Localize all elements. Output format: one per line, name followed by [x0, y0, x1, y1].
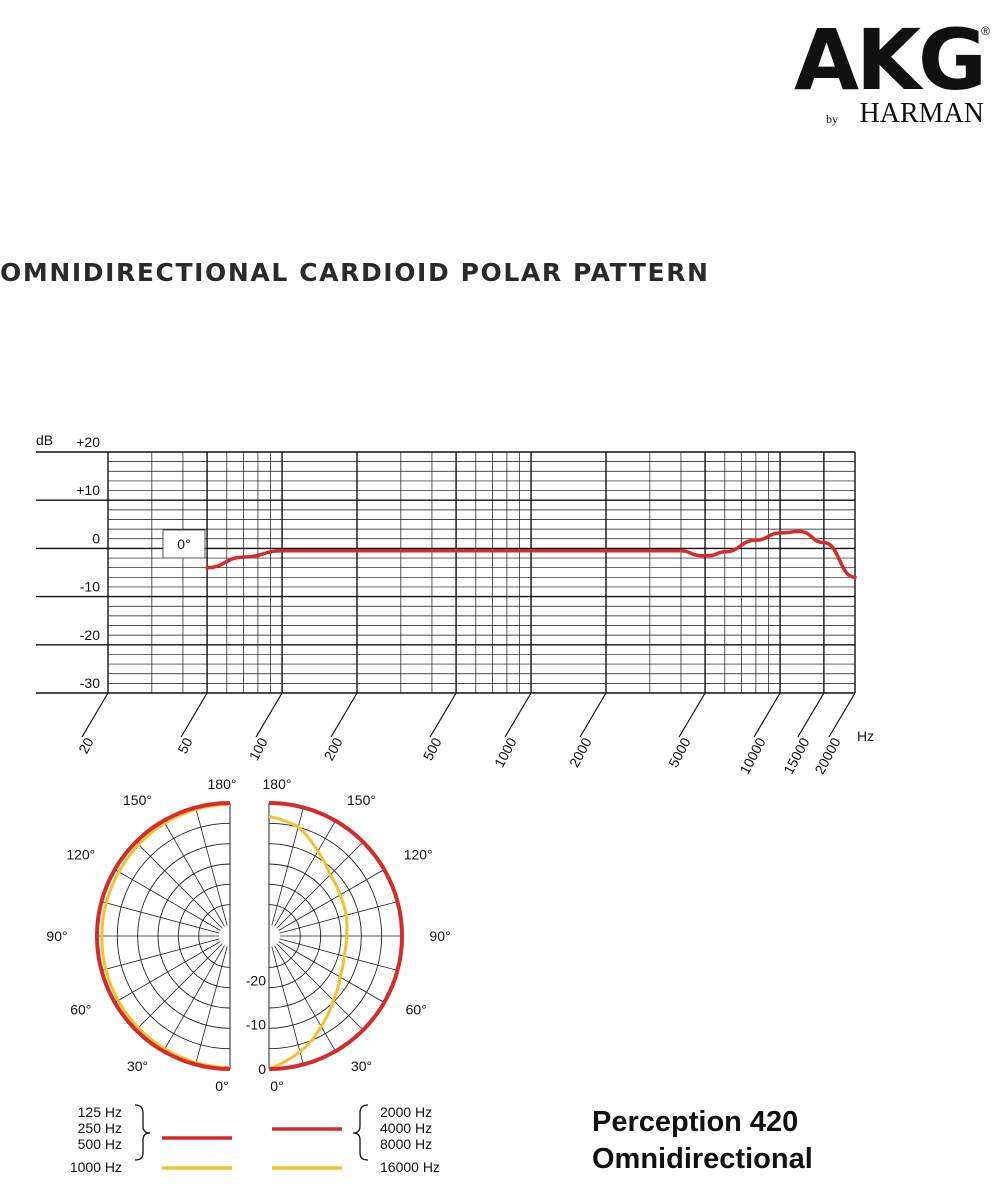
x-tick-leader — [330, 692, 358, 738]
polar-spoke — [278, 869, 385, 931]
polar-curve-right — [268, 801, 404, 1071]
x-tick-leader — [504, 692, 532, 738]
page-heading: OMNIDIRECTIONAL CARDIOID POLAR PATTERN — [0, 258, 710, 287]
x-tick-leader — [180, 692, 208, 738]
model-name: Perception 420 — [592, 1106, 799, 1138]
polar-angle-label-right: 0° — [270, 1078, 283, 1094]
polar-angle-label-left: 0° — [215, 1078, 228, 1094]
y-tick-label: +20 — [76, 434, 100, 450]
polar-angle-label-left: 150° — [123, 792, 152, 808]
polar-spoke — [135, 841, 223, 929]
polar-spoke — [274, 945, 336, 1052]
angle-annotation-label: 0° — [177, 536, 190, 552]
polar-curve-right — [268, 814, 349, 1071]
legend-label-left-single: 1000 Hz — [70, 1159, 122, 1175]
polar-angle-label-left: 120° — [66, 847, 95, 863]
x-tick-leader — [81, 692, 109, 738]
polar-angle-label-left: 30° — [127, 1058, 148, 1074]
angle-annotation-box — [162, 529, 206, 559]
legend-label-right: 4000 Hz — [380, 1120, 432, 1136]
logo-akg-wordmark: AKG — [793, 11, 987, 109]
x-tick-leader — [797, 692, 825, 738]
polar-spoke — [163, 945, 225, 1052]
legend-label-left: 250 Hz — [78, 1120, 122, 1136]
polar-spoke — [114, 941, 221, 1003]
polar-radial-label: 0 — [258, 1061, 266, 1077]
polar-spoke — [101, 901, 220, 934]
y-axis-unit-label: dB — [36, 432, 53, 448]
polar-angle-label-left: 180° — [208, 776, 237, 792]
polar-spoke — [276, 943, 364, 1031]
polar-spoke — [271, 946, 304, 1065]
y-tick-label: -20 — [80, 627, 100, 643]
polar-angle-label-right: 90° — [429, 928, 450, 944]
x-tick-leader — [828, 692, 856, 738]
legend-brace-right — [352, 1104, 369, 1161]
legend-label-left: 500 Hz — [78, 1136, 122, 1152]
x-tick-label: 20 — [75, 735, 97, 756]
akg-harman-logo: AKG ® by HARMAN — [740, 11, 990, 129]
polar-angle-label-right: 180° — [263, 776, 292, 792]
polar-spoke — [163, 820, 225, 927]
y-tick-label: 0 — [92, 530, 100, 546]
polar-spoke — [101, 938, 220, 971]
polar-radial-label: -20 — [246, 972, 266, 988]
legend-label-right: 8000 Hz — [380, 1136, 432, 1152]
polar-spoke — [276, 841, 364, 929]
polar-angle-label-right: 120° — [404, 847, 433, 863]
logo-by-text: by — [826, 112, 838, 126]
model-pattern: Omnidirectional — [592, 1143, 813, 1175]
x-axis-unit-label: Hz — [857, 728, 874, 744]
y-tick-label: -10 — [80, 579, 100, 595]
legend-label-right-single: 16000 Hz — [380, 1159, 440, 1175]
response-curve-line — [205, 529, 857, 580]
x-tick-label: 50 — [174, 735, 196, 756]
polar-spoke — [195, 946, 228, 1065]
polar-angle-label-left: 60° — [70, 1002, 91, 1018]
polar-radial-label: -10 — [246, 1017, 266, 1033]
legend-brace-left — [134, 1104, 151, 1161]
logo-harman-wordmark: HARMAN — [859, 98, 984, 129]
logo-registered-mark: ® — [981, 24, 990, 38]
polar-spoke — [114, 869, 221, 931]
x-tick-leader — [753, 692, 781, 738]
polar-spoke — [278, 941, 385, 1003]
polar-angle-label-right: 30° — [351, 1058, 372, 1074]
x-tick-leader — [255, 692, 283, 738]
y-tick-label: +10 — [76, 482, 100, 498]
polar-spoke — [274, 820, 336, 927]
legend-label-left: 125 Hz — [78, 1104, 122, 1120]
polar-spoke — [195, 807, 228, 926]
x-tick-leader — [429, 692, 457, 738]
x-tick-leader — [678, 692, 706, 738]
model-label: Perception 420 Omnidirectional — [592, 1104, 813, 1178]
polar-angle-label-right: 60° — [406, 1002, 427, 1018]
x-tick-leader — [579, 692, 607, 738]
polar-spoke — [135, 943, 223, 1031]
polar-angle-label-right: 150° — [347, 792, 376, 808]
polar-curve-left — [100, 802, 231, 1070]
polar-spoke — [279, 938, 398, 971]
polar-spoke — [279, 901, 398, 934]
legend-label-right: 2000 Hz — [380, 1104, 432, 1120]
polar-curve-left — [95, 801, 231, 1071]
y-tick-label: -30 — [80, 675, 100, 691]
polar-angle-label-left: 90° — [46, 928, 67, 944]
